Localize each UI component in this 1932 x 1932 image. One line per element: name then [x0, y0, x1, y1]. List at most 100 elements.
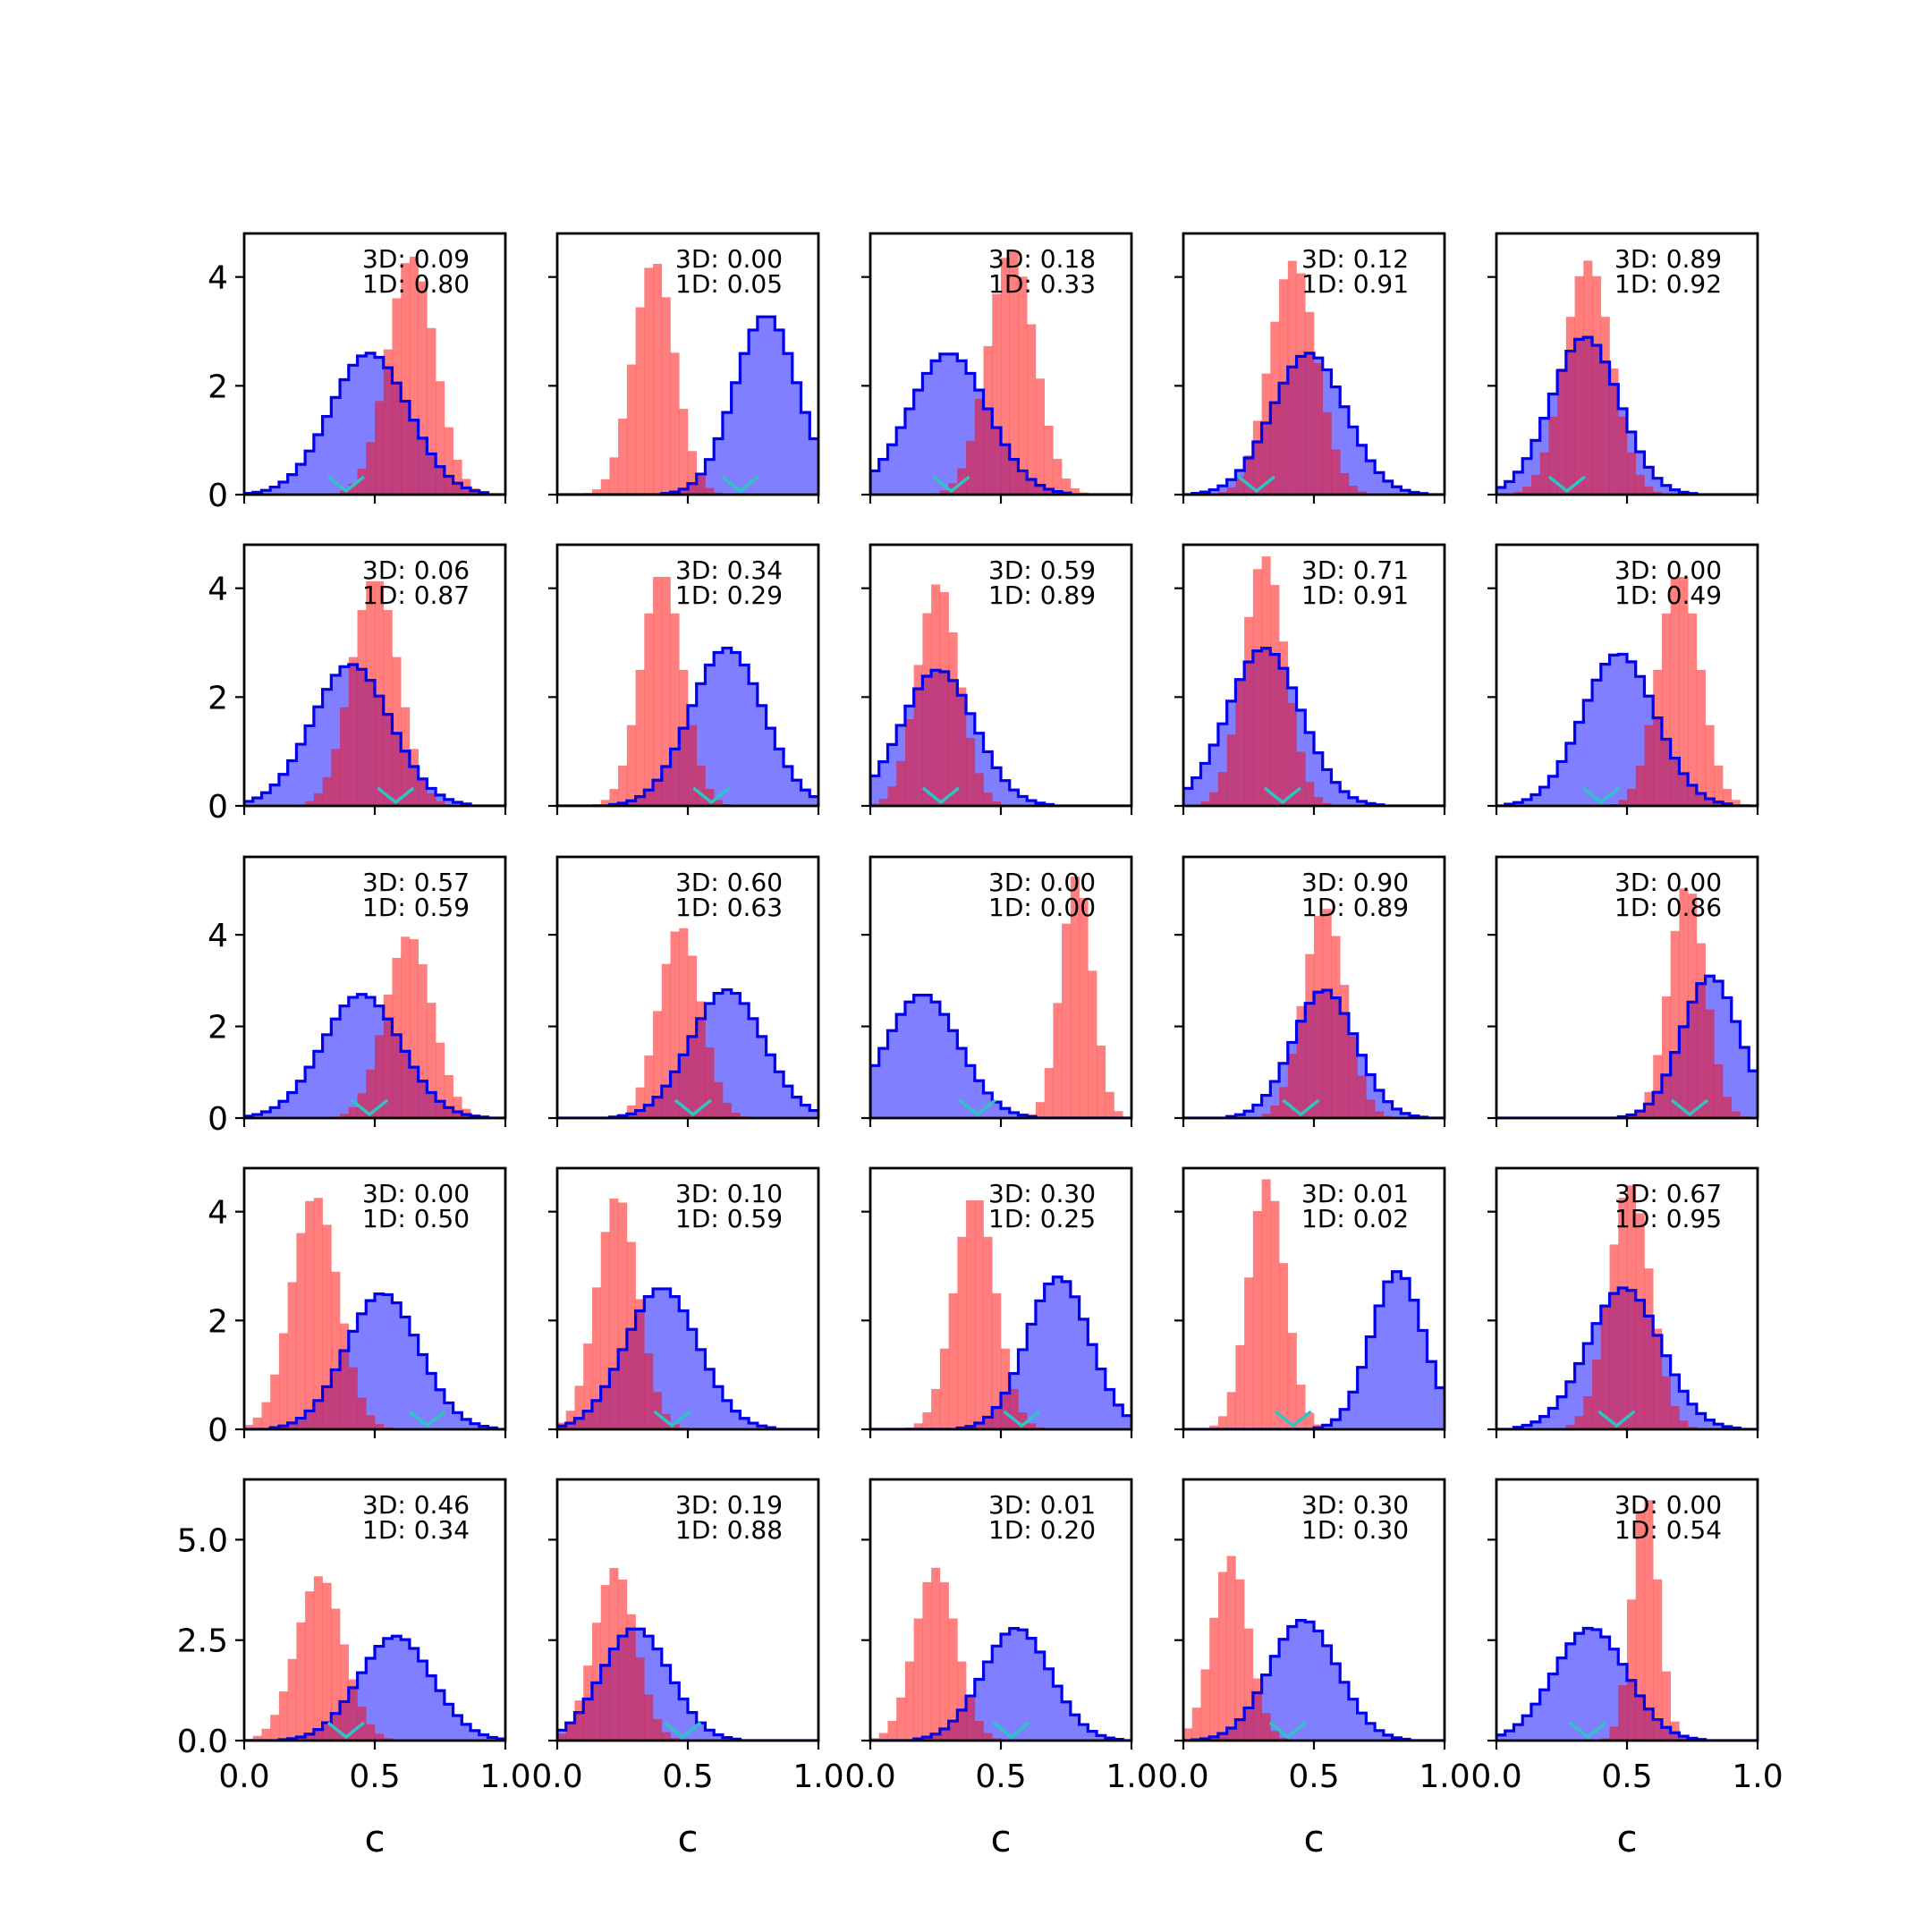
- red-bar: [600, 479, 610, 495]
- red-bar: [1200, 801, 1210, 806]
- annotation-1d: 1D: 0.80: [362, 269, 470, 299]
- blue-histogram-outline: [870, 1275, 1131, 1429]
- red-bar: [583, 1665, 593, 1741]
- red-bar: [1097, 1046, 1106, 1118]
- annotation-3d: 3D: 0.46: [362, 1490, 470, 1520]
- annotation-1d: 1D: 0.25: [988, 1204, 1096, 1233]
- blue-histogram-outline: [557, 315, 818, 495]
- red-bar: [913, 1423, 923, 1429]
- annotation-1d: 1D: 0.87: [362, 580, 470, 610]
- red-bar: [1053, 1003, 1063, 1118]
- red-bar: [618, 765, 628, 806]
- blue-histogram-outline: [870, 668, 1131, 806]
- red-bar: [1226, 734, 1236, 806]
- plot-area: [1183, 909, 1445, 1118]
- red-bar: [992, 293, 1002, 495]
- red-bar: [287, 1658, 297, 1741]
- red-bar: [322, 1224, 332, 1429]
- red-bar: [635, 669, 645, 806]
- red-bar: [1696, 669, 1706, 806]
- red-bar: [626, 364, 636, 495]
- red-bar: [1565, 317, 1575, 495]
- red-bar: [635, 1087, 645, 1118]
- red-bar: [436, 1042, 445, 1118]
- annotation-1d: 1D: 0.63: [675, 893, 783, 922]
- red-bar: [653, 577, 663, 806]
- plot-area: [870, 584, 1131, 806]
- red-bar: [653, 1011, 663, 1118]
- annotation-1d: 1D: 0.34: [362, 1515, 470, 1545]
- red-bar: [1348, 486, 1358, 495]
- red-bar: [357, 1397, 367, 1429]
- blue-histogram-outline: [870, 352, 1131, 495]
- red-bar: [1592, 275, 1602, 495]
- annotation-1d: 1D: 0.05: [675, 269, 783, 299]
- plot-area: [557, 928, 818, 1118]
- annotation-3d: 3D: 0.34: [675, 555, 783, 585]
- annotation-3d: 3D: 0.18: [988, 244, 1096, 274]
- red-bar: [1653, 669, 1663, 806]
- red-bar: [427, 327, 436, 495]
- x-axis-label: c: [677, 1817, 698, 1860]
- annotation-3d: 3D: 0.00: [362, 1179, 470, 1208]
- red-bar: [1644, 724, 1654, 806]
- red-bar: [722, 1102, 732, 1118]
- red-bar: [939, 591, 949, 806]
- red-bar: [1244, 616, 1254, 806]
- red-bar: [1731, 800, 1741, 806]
- red-bar: [1627, 452, 1637, 495]
- marker: [664, 1721, 702, 1740]
- red-bar: [1183, 1728, 1193, 1741]
- annotation-3d: 3D: 0.89: [1614, 244, 1722, 274]
- marker: [1597, 1410, 1636, 1428]
- red-bar: [913, 1618, 923, 1741]
- red-bar: [679, 928, 689, 1118]
- red-bar: [1583, 260, 1593, 495]
- annotation-1d: 1D: 0.88: [675, 1515, 783, 1545]
- red-bar: [922, 1581, 932, 1741]
- red-bar: [1252, 1678, 1262, 1741]
- annotation-3d: 3D: 0.59: [988, 555, 1096, 585]
- red-bar: [939, 1348, 949, 1429]
- marker: [958, 1098, 996, 1117]
- marker: [1670, 1098, 1709, 1117]
- red-bar: [714, 1081, 724, 1118]
- marker: [1268, 1721, 1307, 1740]
- red-bar: [444, 427, 453, 495]
- red-bar: [1270, 1200, 1280, 1429]
- blue-histogram-outline: [1496, 652, 1758, 806]
- red-bar: [1070, 877, 1080, 1118]
- red-bar: [1548, 416, 1558, 495]
- red-bar: [366, 1069, 376, 1118]
- red-bar: [1618, 1684, 1628, 1741]
- red-bar: [1635, 1109, 1645, 1118]
- red-bar: [1340, 985, 1350, 1118]
- plot-area: [244, 936, 505, 1118]
- red-bar: [1296, 1005, 1306, 1118]
- red-bar: [1261, 373, 1271, 495]
- red-bar: [1261, 1179, 1271, 1429]
- annotation-3d: 3D: 0.57: [362, 868, 470, 897]
- red-bar: [1653, 1579, 1663, 1741]
- red-bar: [992, 801, 1002, 806]
- red-bar: [1609, 1726, 1619, 1741]
- red-bar: [1618, 1198, 1628, 1429]
- red-bar: [661, 297, 671, 495]
- red-bar: [1209, 792, 1219, 806]
- plot-area: [557, 1199, 818, 1429]
- red-bar: [375, 401, 385, 495]
- red-bar: [1062, 479, 1072, 495]
- red-bar: [600, 800, 610, 806]
- annotation-3d: 3D: 0.01: [1301, 1179, 1409, 1208]
- red-bar: [1714, 765, 1724, 806]
- red-bar: [1696, 943, 1706, 1118]
- marker: [1547, 475, 1586, 494]
- red-bar: [244, 1425, 254, 1429]
